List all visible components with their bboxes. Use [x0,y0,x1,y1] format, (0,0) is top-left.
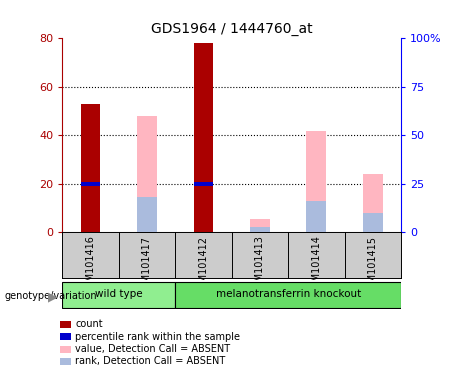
Text: rank, Detection Call = ABSENT: rank, Detection Call = ABSENT [75,356,225,366]
Bar [81,182,100,186]
Bar [363,213,383,232]
Title: GDS1964 / 1444760_at: GDS1964 / 1444760_at [151,22,313,36]
Text: ▶: ▶ [48,290,58,303]
FancyBboxPatch shape [62,282,175,308]
Bar [194,43,213,232]
Text: melanotransferrin knockout: melanotransferrin knockout [215,289,361,299]
Text: percentile rank within the sample: percentile rank within the sample [75,332,240,342]
Bar [81,104,100,232]
Bar [307,131,326,232]
Bar [250,227,270,232]
Text: GSM101415: GSM101415 [368,235,378,295]
Text: GSM101413: GSM101413 [255,235,265,295]
Bar [194,182,213,186]
Text: count: count [75,319,103,329]
Text: GSM101414: GSM101414 [311,235,321,295]
Bar [363,174,383,232]
Text: genotype/variation: genotype/variation [5,291,97,301]
Bar [137,116,157,232]
Bar [250,219,270,232]
Text: GSM101412: GSM101412 [198,235,208,295]
Bar [307,201,326,232]
Text: wild type: wild type [95,289,142,299]
Bar [137,197,157,232]
Text: value, Detection Call = ABSENT: value, Detection Call = ABSENT [75,344,230,354]
FancyBboxPatch shape [175,282,401,308]
Text: GSM101416: GSM101416 [85,235,95,295]
Text: GSM101417: GSM101417 [142,235,152,295]
